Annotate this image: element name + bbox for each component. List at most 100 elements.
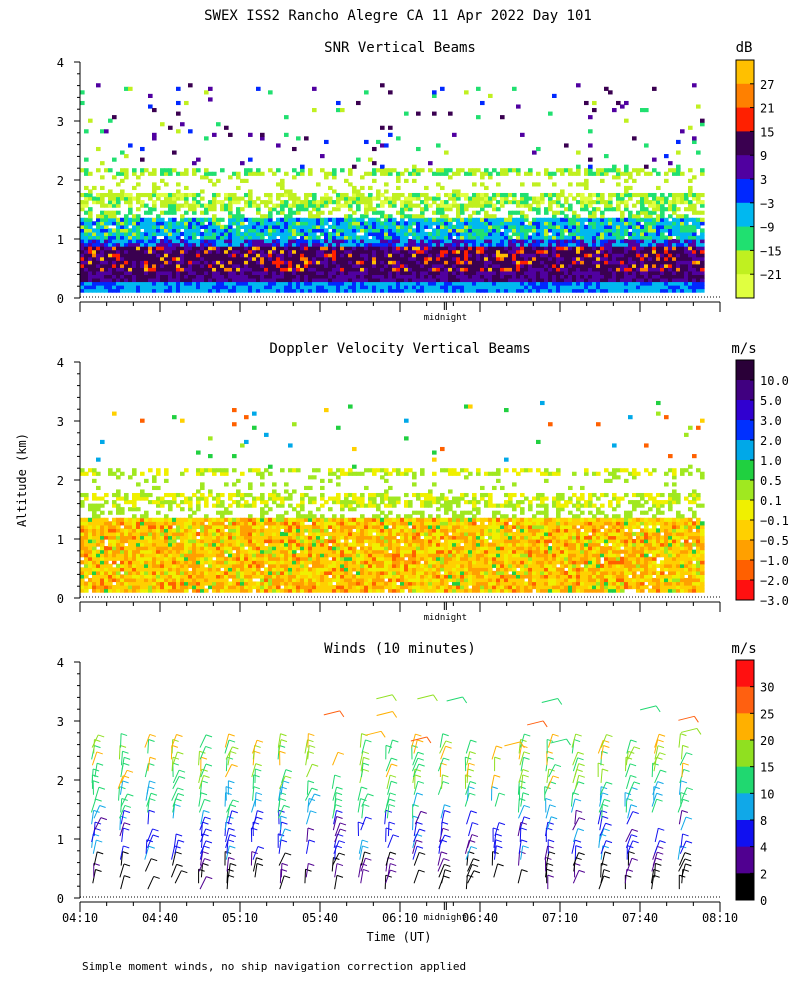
doppler-cell <box>164 556 169 561</box>
snr-cell <box>88 224 93 229</box>
snr-cell <box>132 256 137 261</box>
snr-cell <box>388 203 393 208</box>
snr-cell <box>424 185 429 191</box>
snr-cell <box>100 242 105 247</box>
snr-cell <box>388 200 393 205</box>
snr-cell <box>556 192 561 198</box>
snr-cell <box>640 192 645 198</box>
snr-cell <box>220 200 225 205</box>
snr-cell <box>316 210 321 215</box>
doppler-cell <box>120 585 125 590</box>
snr-cell <box>508 200 513 205</box>
snr-cell <box>344 260 349 265</box>
snr-cell <box>444 260 449 265</box>
snr-cell <box>536 210 541 215</box>
snr-cell <box>340 217 345 222</box>
snr-cell <box>452 274 457 279</box>
snr-cell <box>520 253 525 258</box>
snr-cell <box>296 281 301 286</box>
snr-cell <box>580 270 585 275</box>
snr-cell <box>228 256 233 261</box>
snr-cell <box>380 253 385 258</box>
snr-cell <box>688 270 693 275</box>
doppler-cell <box>96 560 101 565</box>
snr-cell <box>640 207 645 212</box>
snr-cell <box>552 285 557 290</box>
snr-cell <box>548 274 553 279</box>
snr-cell <box>440 185 445 191</box>
doppler-panel: 01234midnight10.05.03.02.01.00.50.1−0.1−… <box>57 356 789 623</box>
snr-cell <box>132 277 137 283</box>
snr-cell <box>280 263 285 268</box>
snr-cell <box>176 221 181 226</box>
snr-cell <box>148 207 153 212</box>
snr-cell <box>488 214 493 219</box>
snr-cell <box>576 277 581 283</box>
doppler-cell <box>164 546 169 551</box>
snr-cell <box>208 281 213 286</box>
doppler-cell <box>144 546 149 551</box>
snr-cell <box>636 168 641 173</box>
snr-cell <box>676 277 681 283</box>
snr-cell <box>276 253 281 258</box>
snr-cell <box>304 260 309 265</box>
doppler-cell <box>112 503 117 508</box>
snr-cell <box>372 207 377 212</box>
doppler-cell <box>92 546 97 551</box>
snr-cell <box>236 260 241 265</box>
snr-cell <box>376 210 381 215</box>
snr-cell <box>564 263 569 268</box>
snr-cell <box>624 168 629 173</box>
snr-cell <box>596 171 601 176</box>
doppler-cell <box>100 535 105 540</box>
snr-cell <box>388 239 393 244</box>
snr-cell <box>488 231 493 237</box>
snr-cell <box>640 256 645 261</box>
snr-cell <box>320 281 325 286</box>
snr-cell <box>312 253 317 258</box>
snr-cell <box>128 203 133 208</box>
snr-cell <box>268 281 273 286</box>
snr-cell <box>160 263 165 268</box>
snr-cell <box>476 86 481 91</box>
snr-cell <box>404 260 409 265</box>
snr-cell <box>536 217 541 222</box>
doppler-cell <box>100 556 105 561</box>
snr-cell <box>272 207 277 212</box>
snr-cell <box>404 242 409 247</box>
snr-cell <box>168 235 173 240</box>
doppler-cell <box>148 549 153 554</box>
y-tick-label: 4 <box>57 56 64 70</box>
snr-cell <box>600 242 605 247</box>
snr-cell <box>228 196 233 201</box>
snr-cell <box>156 214 161 219</box>
snr-cell <box>560 168 565 173</box>
snr-cell <box>388 231 393 237</box>
snr-cell <box>416 270 421 275</box>
snr-cell <box>668 274 673 279</box>
snr-cell <box>644 267 649 272</box>
snr-cell <box>332 267 337 272</box>
snr-cell <box>376 221 381 226</box>
doppler-cell <box>136 588 141 593</box>
snr-cell <box>472 192 477 198</box>
snr-cell <box>492 196 497 201</box>
snr-cell <box>284 281 289 286</box>
snr-cell <box>640 108 645 113</box>
snr-cell <box>288 263 293 268</box>
doppler-cell <box>128 475 133 480</box>
snr-cell <box>200 274 205 279</box>
snr-cell <box>136 263 141 268</box>
doppler-cell <box>100 549 105 554</box>
snr-cell <box>208 246 213 251</box>
snr-cell <box>560 210 565 215</box>
snr-cell <box>288 270 293 275</box>
snr-cell <box>416 256 421 261</box>
snr-cell <box>444 256 449 261</box>
snr-cell <box>660 210 665 215</box>
snr-cell <box>484 256 489 261</box>
snr-cell <box>404 235 409 240</box>
snr-cell <box>472 171 477 176</box>
snr-cell <box>484 239 489 244</box>
snr-cell <box>248 263 253 268</box>
